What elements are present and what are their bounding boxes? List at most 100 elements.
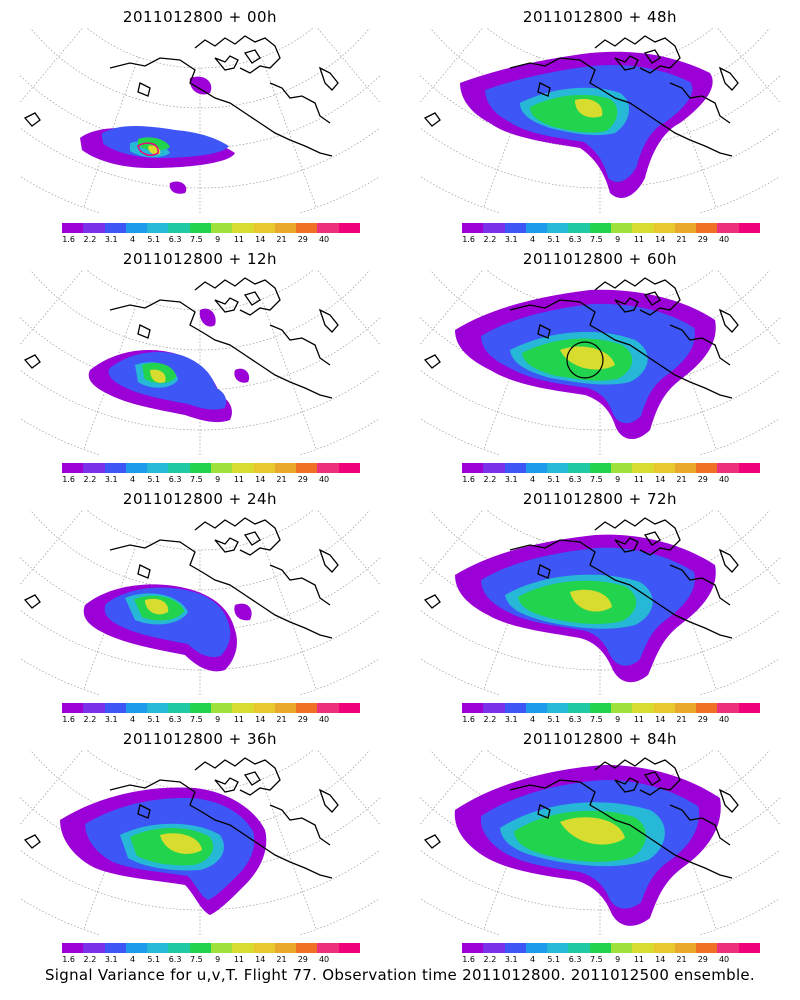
colorbar-swatch (168, 943, 190, 953)
colorbar-tick-label: 14 (255, 475, 266, 484)
variance-map (420, 270, 780, 455)
colorbar-tick-label: 2.2 (83, 235, 97, 244)
colorbar-swatch (738, 943, 760, 953)
colorbar-swatch (83, 463, 105, 473)
colorbar-swatch (504, 943, 526, 953)
colorbar (462, 463, 760, 473)
coastline (718, 308, 739, 333)
coastline (537, 82, 551, 97)
colorbar-swatch (525, 703, 548, 713)
colorbar-tick-label: 14 (255, 235, 266, 244)
colorbar-tick-label: 1.6 (62, 235, 76, 244)
colorbar (462, 703, 760, 713)
coastline (214, 777, 239, 793)
colorbar-swatch (504, 703, 526, 713)
coastline (109, 779, 333, 879)
colorbar-tick-label: 40 (718, 955, 730, 964)
colorbar-swatch (589, 943, 611, 953)
colorbar-swatch (125, 943, 148, 953)
colorbar-tick-label: 29 (697, 235, 708, 244)
colorbar-swatch (674, 463, 697, 473)
colorbar-swatch (296, 703, 318, 713)
colorbar-swatch (483, 463, 505, 473)
colorbar-swatch (210, 703, 233, 713)
coastline (509, 539, 733, 639)
colorbar-swatch (338, 703, 360, 713)
colorbar-tick-label: 2.2 (483, 475, 497, 484)
colorbar-swatch (189, 463, 211, 473)
variance-low-region (234, 368, 250, 383)
colorbar-swatch (653, 703, 675, 713)
colorbar-swatch (104, 703, 126, 713)
colorbar-swatch (738, 463, 760, 473)
colorbar-swatch (547, 463, 569, 473)
colorbar-tick-label: 21 (276, 235, 287, 244)
colorbar-labels: 1.6 2.2 3.1 4 5.1 6.3 7.5 9 11 14 21 29 40 (462, 955, 760, 965)
colorbar-tick-label: 1.6 (462, 715, 476, 724)
colorbar-swatch (232, 943, 254, 953)
colorbar-swatch (589, 463, 611, 473)
coastline (194, 757, 281, 796)
colorbar-swatch (696, 703, 718, 713)
variance-map (420, 28, 780, 213)
coastline (109, 57, 333, 157)
colorbar-swatch (168, 223, 190, 233)
variance-high-region (145, 598, 169, 615)
colorbar-swatch (189, 943, 211, 953)
colorbar-tick-label: 9 (215, 955, 221, 964)
colorbar-tick-label: 5.1 (547, 475, 561, 484)
colorbar-swatch (168, 463, 190, 473)
coastline (109, 539, 333, 639)
colorbar-tick-label: 9 (615, 475, 621, 484)
colorbar-tick-label: 3.1 (104, 955, 118, 964)
colorbar-tick-label: 11 (233, 955, 245, 964)
colorbar-tick-label: 7.5 (589, 955, 603, 964)
colorbar-tick-label: 40 (318, 715, 330, 724)
colorbar-swatch (317, 703, 339, 713)
coastline (214, 297, 239, 313)
coastline (243, 771, 261, 786)
colorbar-tick-label: 2.2 (483, 955, 497, 964)
colorbar-swatch (568, 463, 590, 473)
colorbar-tick-label: 5.1 (547, 715, 561, 724)
colorbar-swatch (62, 943, 84, 953)
colorbar-swatch (253, 463, 275, 473)
colorbar-swatch (525, 463, 548, 473)
variance-high-region (570, 589, 612, 612)
colorbar-tick-label: 9 (615, 955, 621, 964)
coastline (423, 834, 441, 849)
colorbar-swatch (232, 223, 254, 233)
coastline (23, 594, 41, 609)
colorbar-swatch (104, 223, 126, 233)
colorbar-tick-label: 4 (129, 475, 136, 484)
colorbar-swatch (210, 223, 233, 233)
colorbar-tick-label: 40 (318, 235, 330, 244)
colorbar-swatch (610, 463, 633, 473)
colorbar-tick-label: 4 (129, 715, 136, 724)
colorbar-swatch (210, 463, 233, 473)
colorbar-swatch (547, 223, 569, 233)
colorbar-swatch (338, 223, 360, 233)
colorbar-swatch (104, 463, 126, 473)
coastline (643, 291, 661, 306)
coastline (594, 35, 681, 74)
colorbar-swatch (338, 943, 360, 953)
coastline (643, 531, 661, 546)
colorbar-swatch (589, 703, 611, 713)
colorbar-swatch (653, 463, 675, 473)
colorbar-tick-label: 6.3 (168, 715, 182, 724)
colorbar-tick-label: 11 (633, 715, 645, 724)
colorbar-swatch (296, 463, 318, 473)
colorbar-labels: 1.6 2.2 3.1 4 5.1 6.3 7.5 9 11 14 21 29 40 (462, 715, 760, 725)
colorbar-tick-label: 14 (655, 715, 666, 724)
coastline (137, 564, 151, 579)
colorbar-swatch (504, 223, 526, 233)
colorbar-labels: 1.6 2.2 3.1 4 5.1 6.3 7.5 9 11 14 21 29 40 (62, 475, 360, 485)
colorbar-swatch (653, 223, 675, 233)
colorbar-tick-label: 9 (615, 715, 621, 724)
colorbar-swatch (274, 703, 297, 713)
colorbar-tick-label: 3.1 (504, 235, 518, 244)
variance-low-region (189, 76, 212, 95)
panel-title: 2011012800 + 60h (522, 250, 678, 268)
colorbar (62, 703, 360, 713)
